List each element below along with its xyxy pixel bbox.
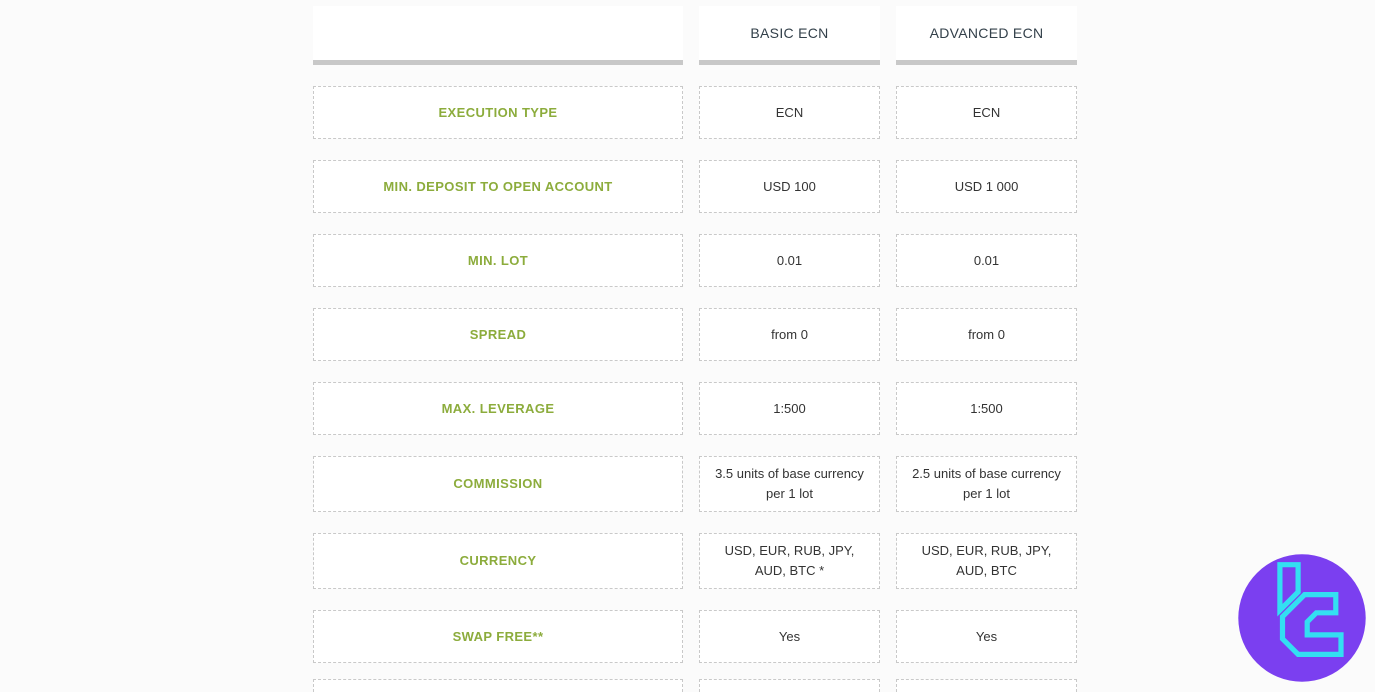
- advanced-value: from 0: [968, 326, 1005, 342]
- row-label: SWAP FREE**: [452, 628, 544, 644]
- basic-value-cell: [699, 679, 880, 692]
- row-label: CURRENCY: [459, 553, 537, 568]
- header-cell-basic-ecn: BASIC ECN: [699, 6, 880, 65]
- row-label-cell: SWAP FREE**: [313, 610, 683, 663]
- table-row: MAX. LEVERAGE 1:500 1:500: [313, 382, 1077, 435]
- basic-value: USD, EUR, RUB, JPY, AUD, BTC *: [724, 543, 855, 578]
- basic-value-cell: ECN: [699, 86, 880, 139]
- basic-value: from 0: [771, 326, 808, 342]
- advanced-value: 2.5 units of base currency per 1 lot: [912, 466, 1061, 501]
- advanced-value: USD, EUR, RUB, JPY, AUD, BTC: [921, 543, 1052, 578]
- row-label: COMMISSION: [453, 476, 543, 491]
- table-row: MIN. LOT 0.01 0.01: [313, 234, 1077, 287]
- row-label: MIN. DEPOSIT TO OPEN ACCOUNT: [383, 178, 613, 194]
- advanced-value-cell: USD 1 000: [896, 160, 1077, 213]
- basic-value-cell: from 0: [699, 308, 880, 361]
- table-row: EXECUTION TYPE ECN ECN: [313, 86, 1077, 139]
- row-label-cell: SPREAD: [313, 308, 683, 361]
- basic-value: 0.01: [776, 252, 803, 268]
- advanced-value-cell: Yes: [896, 610, 1077, 663]
- advanced-value: ECN: [972, 104, 1001, 120]
- basic-value: USD 100: [763, 178, 816, 194]
- table-row: COMMISSION 3.5 units of base currency pe…: [313, 456, 1077, 512]
- row-label-cell: MIN. DEPOSIT TO OPEN ACCOUNT: [313, 160, 683, 213]
- advanced-value: 0.01: [973, 252, 1000, 268]
- basic-value: 3.5 units of base currency per 1 lot: [715, 466, 864, 501]
- advanced-value-cell: 2.5 units of base currency per 1 lot: [896, 456, 1077, 512]
- column-header-basic: BASIC ECN: [750, 25, 829, 41]
- advanced-value-cell: 0.01: [896, 234, 1077, 287]
- advanced-value-cell: ECN: [896, 86, 1077, 139]
- basic-value-cell: 1:500: [699, 382, 880, 435]
- advanced-value-cell: [896, 679, 1077, 692]
- header-cell-empty: [313, 6, 683, 65]
- column-header-advanced: ADVANCED ECN: [929, 25, 1044, 41]
- table-row: MIN. DEPOSIT TO OPEN ACCOUNT USD 100 USD…: [313, 160, 1077, 213]
- advanced-value: 1:500: [970, 400, 1003, 416]
- row-label-cell: COMMISSION: [313, 456, 683, 512]
- row-label: EXECUTION TYPE: [438, 104, 558, 120]
- basic-value: Yes: [778, 628, 801, 644]
- row-label: SPREAD: [469, 326, 527, 342]
- advanced-value-cell: from 0: [896, 308, 1077, 361]
- row-label: MAX. LEVERAGE: [441, 400, 555, 416]
- basic-value-cell: Yes: [699, 610, 880, 663]
- basic-value-cell: USD 100: [699, 160, 880, 213]
- table-header-row: BASIC ECN ADVANCED ECN: [313, 6, 1077, 65]
- table-row: SPREAD from 0 from 0: [313, 308, 1077, 361]
- table-row: SWAP FREE** Yes Yes: [313, 610, 1077, 663]
- row-label-cell: [313, 679, 683, 692]
- advanced-value: USD 1 000: [954, 178, 1019, 194]
- header-cell-advanced-ecn: ADVANCED ECN: [896, 6, 1077, 65]
- brand-logo-icon: [1238, 554, 1366, 682]
- basic-value-cell: USD, EUR, RUB, JPY, AUD, BTC *: [699, 533, 880, 589]
- row-label-cell: MIN. LOT: [313, 234, 683, 287]
- basic-value-cell: 3.5 units of base currency per 1 lot: [699, 456, 880, 512]
- account-comparison-table: BASIC ECN ADVANCED ECN EXECUTION TYPE EC…: [313, 6, 1077, 692]
- basic-value-cell: 0.01: [699, 234, 880, 287]
- table-row: CURRENCY USD, EUR, RUB, JPY, AUD, BTC * …: [313, 533, 1077, 589]
- row-label: MIN. LOT: [467, 252, 529, 268]
- row-label-cell: CURRENCY: [313, 533, 683, 589]
- advanced-value-cell: 1:500: [896, 382, 1077, 435]
- advanced-value: Yes: [975, 628, 998, 644]
- basic-value: ECN: [775, 104, 804, 120]
- advanced-value-cell: USD, EUR, RUB, JPY, AUD, BTC: [896, 533, 1077, 589]
- row-label-cell: EXECUTION TYPE: [313, 86, 683, 139]
- brand-logo: [1237, 553, 1367, 683]
- table-row-cutoff: [313, 679, 1077, 692]
- row-label-cell: MAX. LEVERAGE: [313, 382, 683, 435]
- basic-value: 1:500: [773, 400, 806, 416]
